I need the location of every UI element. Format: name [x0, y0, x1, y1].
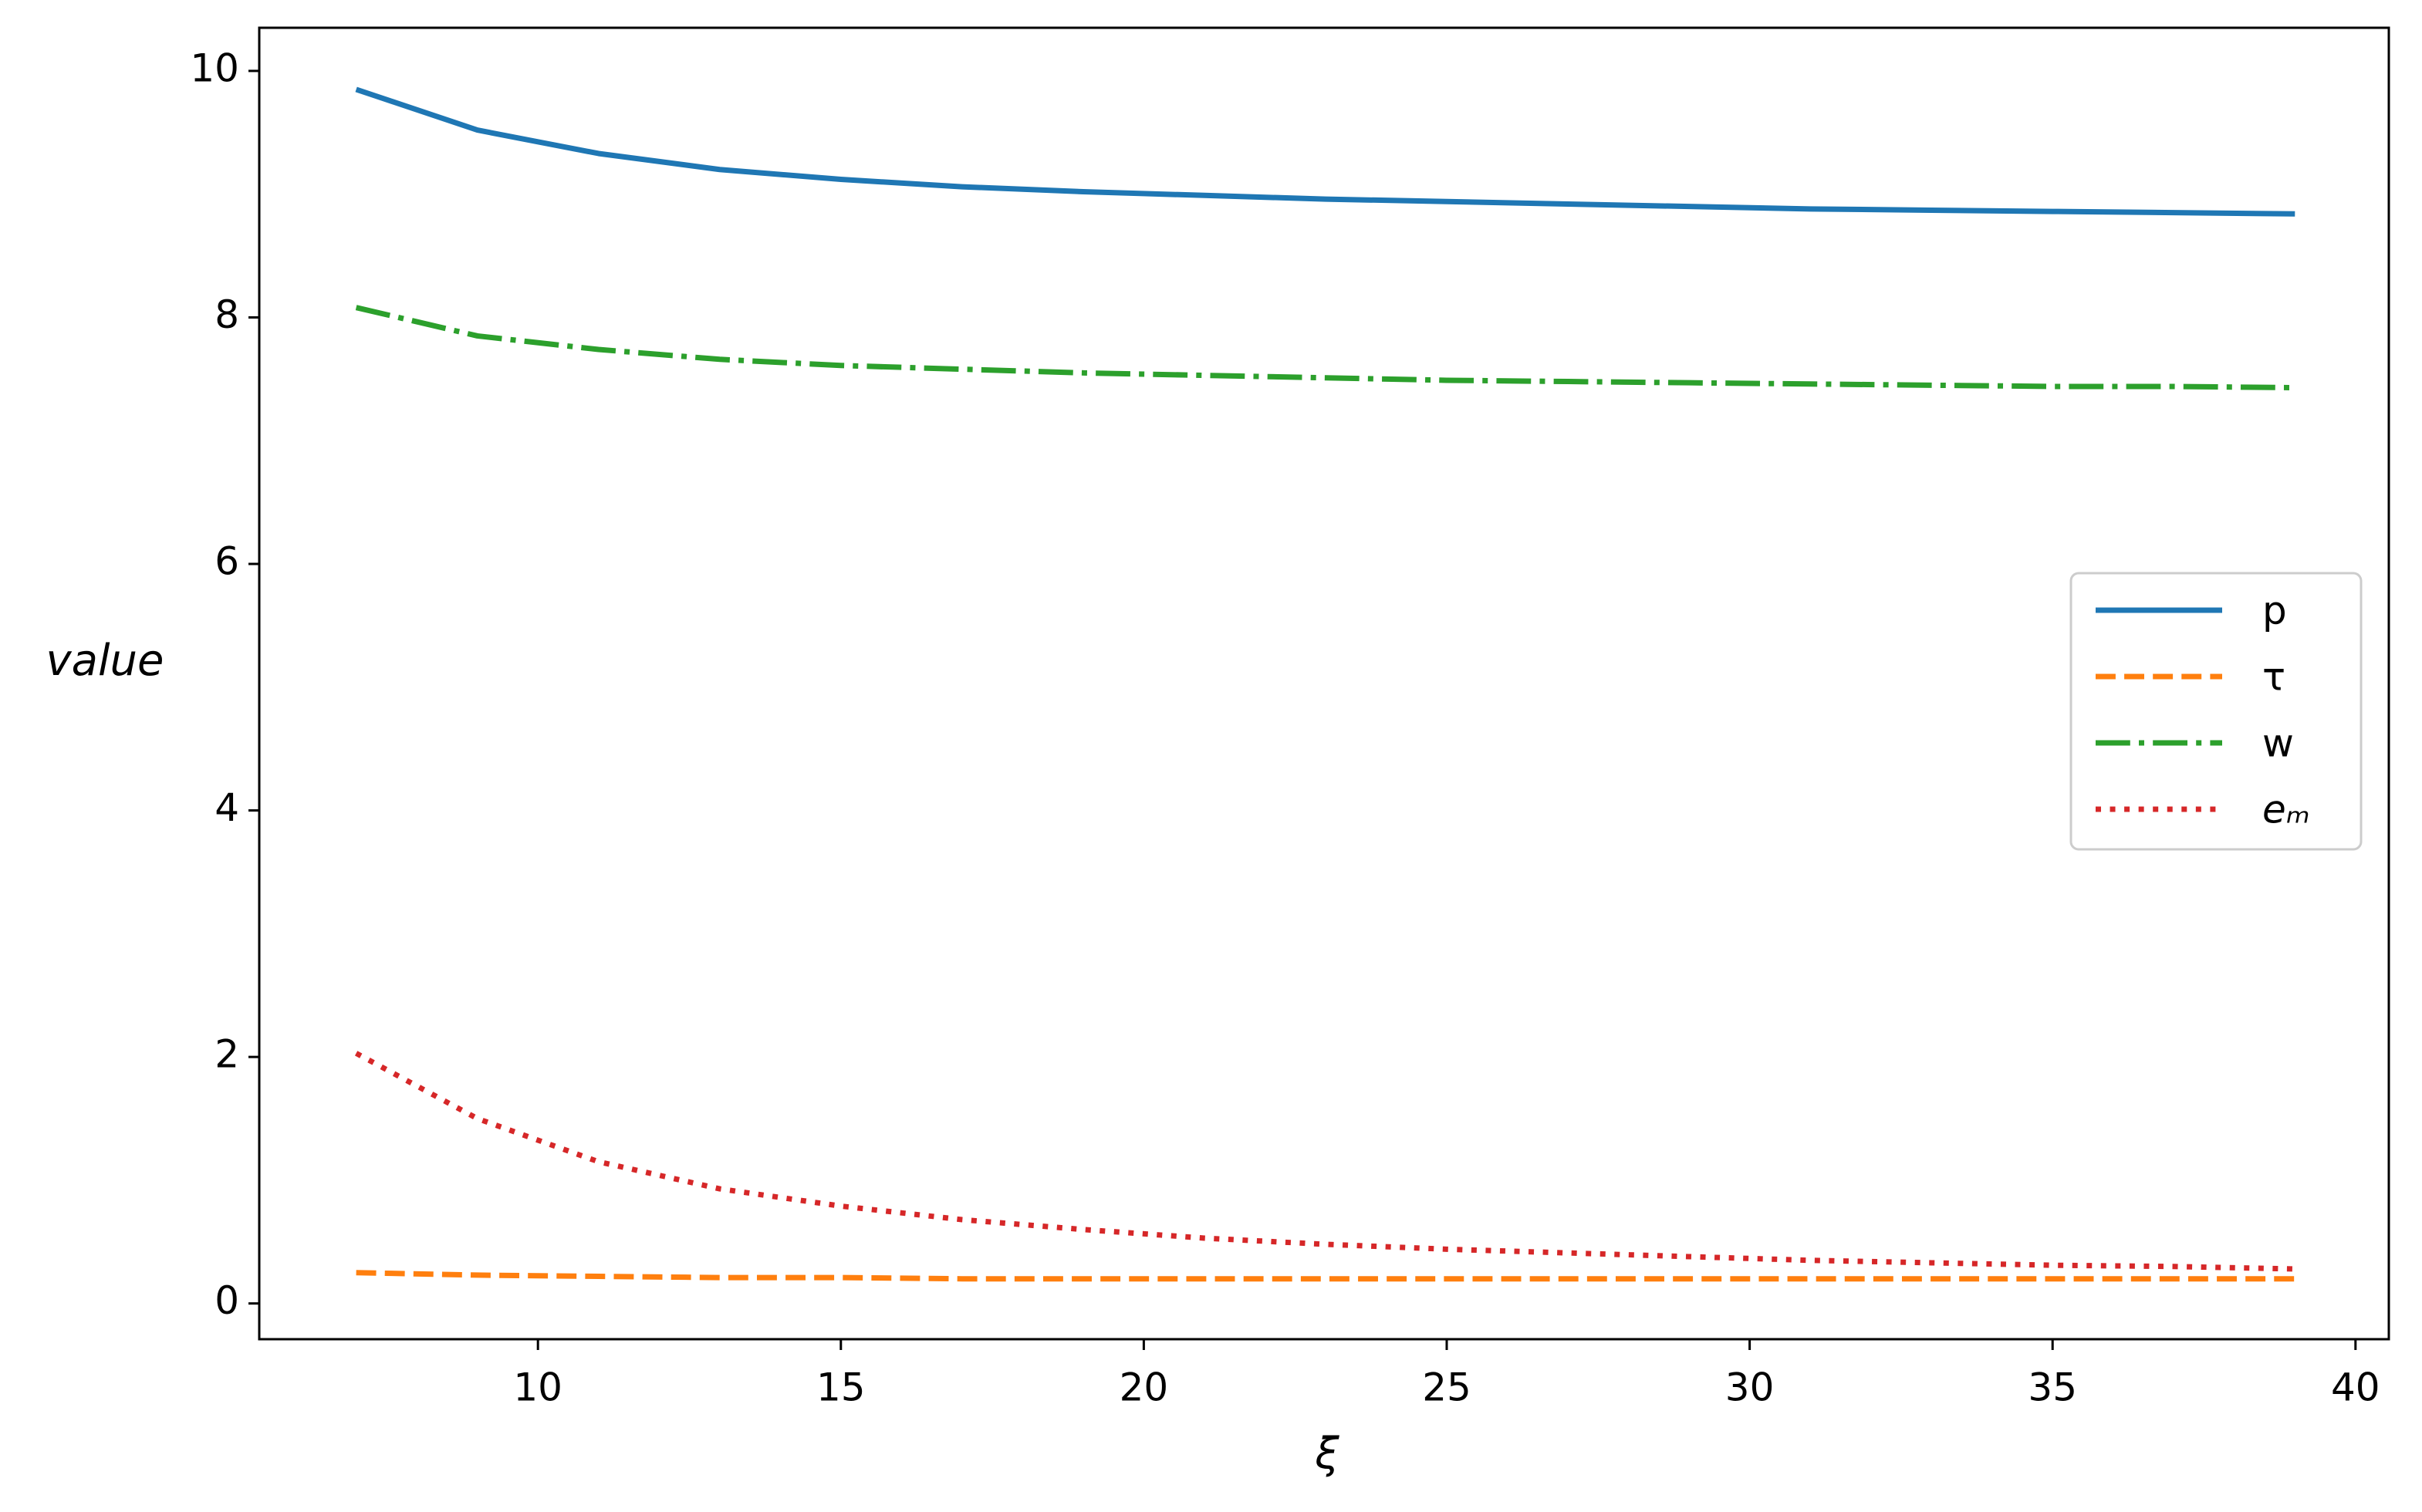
- y-tick-label: 8: [215, 292, 239, 337]
- series-line: [354, 1051, 2295, 1272]
- y-tick-label: 4: [215, 785, 239, 830]
- legend-label: w: [2262, 721, 2294, 766]
- plot-frame: [258, 26, 2390, 1341]
- x-tick-label: 25: [1422, 1365, 1471, 1410]
- legend-box: [2069, 572, 2363, 851]
- legend-label: τ: [2262, 655, 2285, 700]
- x-axis-label: ξ: [1314, 1429, 1339, 1479]
- legend-label: p: [2262, 589, 2287, 633]
- y-tick-label: 0: [215, 1278, 239, 1323]
- x-tick-label: 35: [2028, 1365, 2077, 1410]
- series-line: [355, 305, 2295, 391]
- y-tick-label: 10: [190, 46, 239, 90]
- x-tick-label: 20: [1120, 1365, 1169, 1410]
- y-tick-label: 2: [215, 1032, 239, 1077]
- series-line: [355, 86, 2295, 217]
- series-line: [356, 1270, 2295, 1282]
- y-tick-label: 6: [215, 539, 239, 584]
- legend-label: eₘ: [2262, 788, 2310, 832]
- x-tick-label: 10: [513, 1365, 562, 1410]
- x-tick-label: 40: [2331, 1365, 2380, 1410]
- y-axis-label: value: [46, 636, 164, 686]
- x-tick-label: 15: [816, 1365, 866, 1410]
- x-tick-label: 30: [1725, 1365, 1775, 1410]
